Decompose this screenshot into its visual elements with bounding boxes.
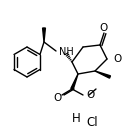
- Text: O: O: [100, 23, 108, 33]
- Text: NH: NH: [59, 47, 74, 57]
- Text: O: O: [54, 93, 62, 103]
- Text: O: O: [113, 54, 121, 64]
- Polygon shape: [43, 28, 45, 42]
- Text: O: O: [86, 90, 94, 100]
- Polygon shape: [71, 74, 78, 89]
- Polygon shape: [95, 71, 110, 78]
- Text: H: H: [72, 111, 80, 124]
- Text: Cl: Cl: [86, 116, 98, 129]
